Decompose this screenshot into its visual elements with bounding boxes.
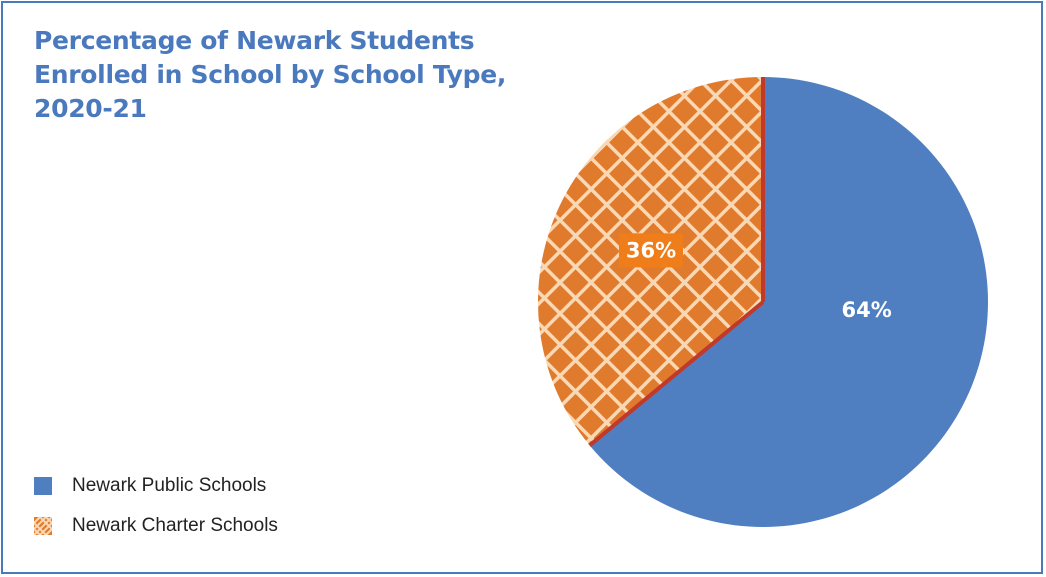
data-label-charter: 36% [626,238,676,262]
pie-slices [538,77,988,528]
crosshatch-icon [33,516,53,536]
chart-title: Percentage of Newark Students Enrolled i… [34,24,554,126]
legend-label-public: Newark Public Schools [72,475,267,496]
slice-separator-2 [588,300,765,447]
legend-swatch-public [34,477,52,495]
chart-title-line-3: 2020-21 [34,94,147,123]
chart-legend: Newark Public Schools Newark Charter Sch… [33,466,278,546]
data-label-box-charter [618,233,683,268]
pie-slice-public [589,77,988,528]
data-label-public: 64% [842,298,892,322]
legend-swatch-charter [33,516,53,536]
chart-title-line-1: Percentage of Newark Students [34,26,475,55]
legend-label-charter: Newark Charter Schools [72,515,278,536]
pie-data-labels: 64% 36% [618,233,892,322]
chart-title-line-2: Enrolled in School by School Type, [34,60,507,89]
legend-item-charter: Newark Charter Schools [33,506,278,546]
legend-item-public: Newark Public Schools [34,466,278,506]
